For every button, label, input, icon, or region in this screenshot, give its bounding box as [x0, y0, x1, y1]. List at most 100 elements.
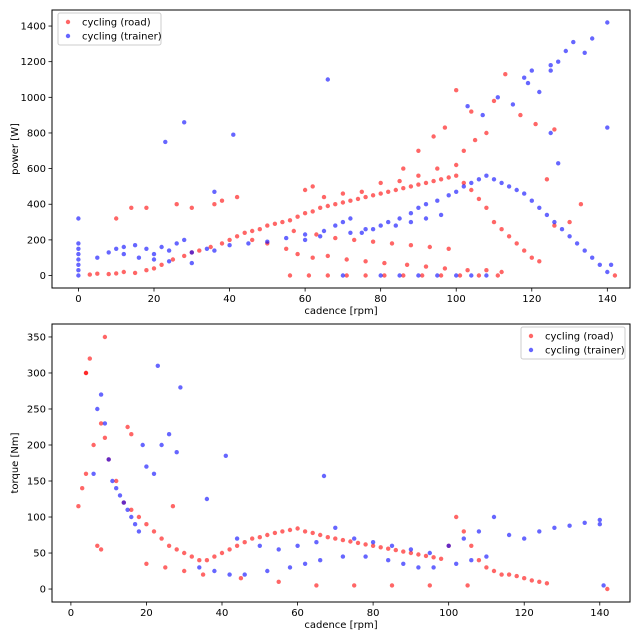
scatter-point-road — [287, 218, 293, 223]
scatter-point-trainer — [597, 262, 602, 267]
legend-marker-road — [528, 333, 534, 339]
scatter-point-road — [132, 270, 138, 276]
scatter-point-road — [499, 572, 504, 577]
scatter-point-road — [491, 98, 497, 104]
scatter-point-trainer — [548, 62, 553, 68]
scatter-point-road — [499, 269, 504, 275]
scatter-point-road — [272, 530, 278, 536]
scatter-point-trainer — [314, 540, 319, 545]
scatter-point-road — [163, 565, 168, 570]
scatter-point-trainer — [182, 120, 187, 125]
scatter-point-trainer — [548, 68, 553, 73]
x-tick-label: 20 — [148, 294, 161, 305]
scatter-point-road — [219, 198, 225, 203]
scatter-point-trainer — [495, 95, 500, 100]
scatter-point-road — [340, 537, 346, 543]
scatter-point-trainer — [529, 68, 534, 73]
scatter-point-road — [363, 259, 368, 264]
scatter-point-trainer — [212, 189, 217, 194]
scatter-point-road — [159, 262, 164, 267]
x-tick-label: 100 — [439, 608, 458, 619]
scatter-point-trainer — [454, 273, 459, 278]
scatter-point-road — [212, 554, 217, 559]
data-points — [76, 20, 618, 278]
scatter-point-road — [287, 527, 293, 533]
scatter-point-trainer — [537, 529, 542, 534]
x-tick-label: 0 — [75, 294, 81, 305]
scatter-point-trainer — [204, 246, 210, 251]
scatter-point-road — [484, 268, 489, 273]
legend-label-trainer: cycling (trainer) — [82, 32, 162, 43]
x-tick-label: 140 — [598, 294, 617, 305]
scatter-point-trainer — [499, 180, 504, 186]
scatter-point-trainer — [514, 187, 519, 193]
scatter-point-road — [465, 583, 470, 588]
scatter-point-trainer — [318, 558, 323, 563]
scatter-point-trainer — [212, 568, 217, 574]
scatter-point-trainer — [178, 385, 183, 390]
scatter-point-road — [363, 194, 368, 200]
scatter-point-road — [578, 202, 584, 207]
scatter-point-road — [378, 180, 383, 186]
scatter-point-road — [151, 266, 157, 271]
y-axis-label: power [W] — [10, 123, 21, 175]
scatter-point-trainer — [340, 554, 346, 559]
scatter-point-trainer — [408, 219, 414, 225]
y-tick-label: 400 — [27, 200, 46, 211]
scatter-point-trainer — [435, 198, 440, 203]
scatter-point-road — [514, 241, 519, 246]
scatter-point-trainer — [132, 243, 138, 248]
y-tick-label: 200 — [27, 235, 46, 246]
scatter-point-trainer — [446, 543, 451, 548]
scatter-point-road — [423, 180, 429, 186]
scatter-point-road — [159, 536, 164, 541]
y-axis-ticks: 0 50 100 150 200 250 300 350 — [27, 332, 52, 596]
scatter-point-trainer — [556, 59, 561, 64]
scatter-point-road — [170, 257, 176, 262]
scatter-point-road — [370, 543, 376, 548]
scatter-point-trainer — [121, 500, 127, 505]
scatter-point-road — [287, 273, 293, 278]
scatter-point-road — [416, 148, 421, 153]
scatter-point-trainer — [408, 211, 414, 216]
scatter-point-road — [125, 424, 130, 430]
scatter-point-road — [427, 244, 432, 250]
scatter-point-trainer — [246, 241, 251, 246]
scatter-point-road — [506, 572, 512, 577]
scatter-point-trainer — [378, 273, 383, 278]
scatter-point-road — [401, 273, 406, 278]
scatter-point-road — [325, 535, 330, 540]
scatter-point-road — [348, 539, 353, 544]
x-tick-label: 80 — [367, 608, 380, 619]
scatter-point-trainer — [370, 540, 376, 545]
scatter-point-road — [234, 543, 240, 548]
scatter-point-road — [144, 205, 149, 210]
y-tick-label: 350 — [27, 332, 46, 343]
scatter-point-road — [234, 234, 240, 239]
legend-marker-trainer — [65, 33, 71, 39]
scatter-point-road — [265, 532, 270, 538]
scatter-point-trainer — [155, 363, 160, 368]
scatter-point-trainer — [438, 212, 444, 218]
x-tick-label: 60 — [299, 294, 312, 305]
scatter-point-road — [408, 550, 414, 556]
scatter-point-road — [465, 268, 470, 273]
x-axis-ticks: 0 20 40 60 80 100 120 140 — [68, 602, 609, 619]
scatter-point-road — [469, 109, 474, 114]
scatter-point-trainer — [340, 273, 346, 278]
scatter-point-trainer — [370, 227, 376, 232]
scatter-point-road — [506, 234, 512, 239]
scatter-point-trainer — [287, 565, 293, 570]
x-axis-ticks: 0 20 40 60 80 100 120 140 — [75, 288, 617, 305]
scatter-point-road — [151, 529, 157, 534]
scatter-point-trainer — [159, 244, 164, 250]
scatter-point-road — [197, 248, 202, 253]
scatter-point-road — [537, 259, 542, 264]
scatter-point-road — [280, 219, 285, 225]
scatter-point-trainer — [242, 572, 247, 577]
scatter-point-trainer — [348, 230, 353, 235]
scatter-point-trainer — [431, 565, 436, 570]
legend: cycling (road) cycling (trainer) — [520, 326, 626, 360]
scatter-point-trainer — [416, 273, 421, 278]
